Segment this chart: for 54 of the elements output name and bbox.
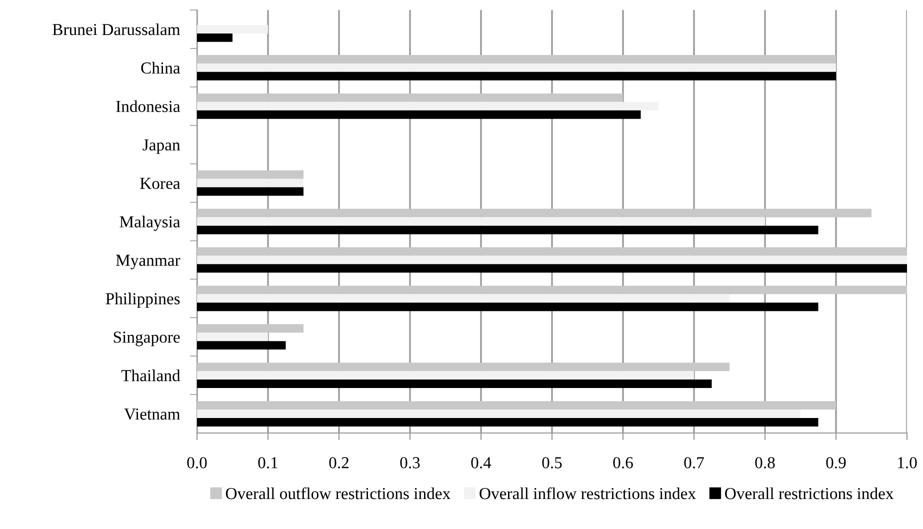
bar [197, 247, 907, 256]
bar [197, 54, 836, 64]
y-tick-label: Malaysia [120, 216, 180, 231]
x-tick-label: 0.9 [826, 457, 846, 468]
bar [197, 324, 304, 333]
x-tick-label: 0.6 [613, 457, 633, 468]
y-tick-label: Indonesia [116, 100, 180, 112]
bar [197, 110, 641, 119]
y-tick-label: Philippines [106, 292, 180, 308]
bar [197, 93, 623, 102]
bar [197, 226, 818, 234]
bar [197, 410, 800, 418]
bar [197, 178, 304, 188]
bar [197, 208, 872, 218]
x-tick-label: 0.3 [400, 457, 420, 468]
bar [197, 371, 694, 380]
bar [197, 302, 818, 312]
bar [197, 341, 286, 350]
y-tick-label: Thailand [121, 370, 180, 382]
bar [197, 102, 658, 110]
x-tick-label: 1.0 [898, 457, 917, 468]
bar [197, 286, 907, 294]
y-tick-label: Singapore [114, 332, 180, 346]
legend-label: Overall restrictions index [725, 487, 894, 500]
bar [197, 418, 818, 426]
y-tick-label: Vietnam [124, 408, 180, 420]
bar [197, 332, 268, 342]
y-tick-label: Myanmar [116, 254, 180, 270]
x-tick-label: 0.8 [755, 457, 775, 468]
bar [197, 24, 268, 34]
y-tick-label: Brunei Darussalam [52, 23, 180, 36]
bar [197, 401, 836, 410]
bar [197, 256, 907, 264]
legend-label: Overall inflow restrictions index [480, 487, 696, 500]
x-tick-label: 0.5 [542, 457, 562, 468]
y-tick-label: China [141, 62, 180, 74]
x-tick-label: 0.2 [329, 457, 348, 468]
x-tick-label: 0.1 [258, 457, 278, 468]
legend-label: Overall outflow restrictions index [226, 487, 450, 500]
y-tick-label: Korea [140, 178, 180, 189]
bar [197, 187, 304, 196]
x-tick-label: 0.4 [471, 457, 492, 468]
x-tick-label: 0.7 [684, 457, 704, 468]
bar [197, 72, 836, 80]
bar [197, 217, 765, 226]
bar [197, 294, 730, 303]
bar [197, 264, 907, 273]
bar [197, 63, 836, 72]
y-tick-label: Japan [142, 139, 180, 154]
x-tick-label: 0.0 [187, 457, 207, 468]
bar [197, 33, 232, 42]
bar [197, 170, 304, 179]
bar [197, 362, 730, 372]
bar [197, 380, 712, 388]
